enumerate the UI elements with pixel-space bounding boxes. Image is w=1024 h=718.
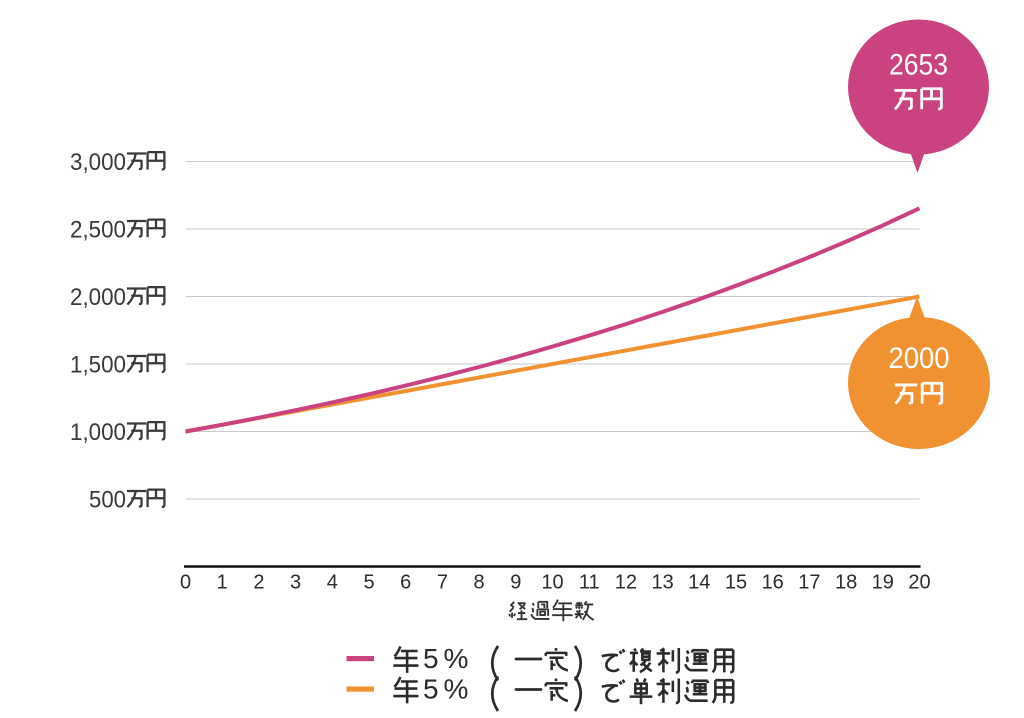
svg-text:500: 500 <box>89 486 126 513</box>
svg-text:8: 8 <box>474 572 485 594</box>
svg-text:18: 18 <box>835 572 857 594</box>
svg-text:2,000: 2,000 <box>70 284 126 311</box>
svg-text:10: 10 <box>541 572 563 594</box>
svg-text:3,000: 3,000 <box>70 149 126 176</box>
svg-text:4: 4 <box>327 572 338 594</box>
svg-text:13: 13 <box>651 572 673 594</box>
svg-text:17: 17 <box>798 572 820 594</box>
svg-text:9: 9 <box>510 572 521 594</box>
svg-text:1: 1 <box>217 572 228 594</box>
svg-text:5: 5 <box>363 572 374 594</box>
svg-text:15: 15 <box>725 572 747 594</box>
svg-text:5: 5 <box>423 674 439 705</box>
svg-text:0: 0 <box>180 572 191 594</box>
svg-text:3: 3 <box>290 572 301 594</box>
svg-text:16: 16 <box>762 572 784 594</box>
svg-text:2653: 2653 <box>889 49 948 82</box>
svg-text:2,500: 2,500 <box>70 216 126 243</box>
svg-text:5: 5 <box>423 643 439 674</box>
svg-text:7: 7 <box>437 572 448 594</box>
svg-text:%: % <box>444 674 469 705</box>
svg-text:1,000: 1,000 <box>70 419 126 446</box>
svg-text:2: 2 <box>253 572 264 594</box>
svg-text:14: 14 <box>688 572 710 594</box>
svg-text:2000: 2000 <box>889 342 950 375</box>
svg-text:%: % <box>444 643 469 674</box>
svg-text:19: 19 <box>872 572 894 594</box>
svg-text:6: 6 <box>400 572 411 594</box>
svg-text:1,500: 1,500 <box>70 351 126 378</box>
svg-text:12: 12 <box>615 572 637 594</box>
svg-text:20: 20 <box>908 572 930 594</box>
svg-text:11: 11 <box>579 572 600 594</box>
